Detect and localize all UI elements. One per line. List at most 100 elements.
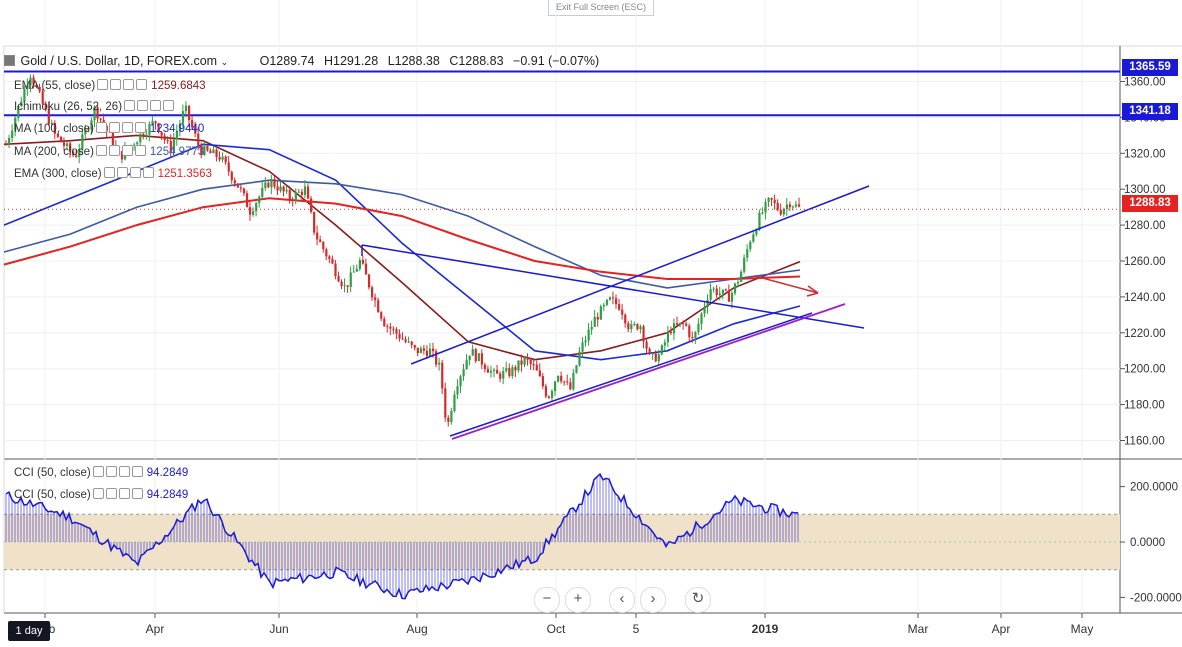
reset-chart-button[interactable]: ↻ (685, 587, 711, 613)
candle-body (666, 331, 670, 343)
candle-body (413, 345, 416, 348)
candle-body (197, 133, 200, 146)
candle-body (441, 362, 444, 389)
scroll-left-button[interactable]: ‹ (609, 587, 635, 613)
top-bar: Exit Full Screen (ESC) (0, 0, 1182, 46)
candle-body (456, 386, 459, 395)
candle-body (560, 375, 563, 382)
symbol-checkbox-icon[interactable] (4, 55, 15, 66)
candle-body (657, 354, 660, 362)
scroll-right-button[interactable]: › (640, 587, 666, 613)
candle-body (602, 304, 605, 307)
candle-body (428, 348, 432, 356)
candle-body (761, 212, 764, 214)
candle-body (468, 355, 471, 361)
candle-body (288, 190, 291, 200)
candle-body (682, 322, 685, 324)
ma-line (3, 179, 801, 289)
candle-body (770, 197, 773, 200)
candle-body (169, 140, 172, 152)
hline-label-1365: 1365.59 (1122, 59, 1178, 76)
candle-body (29, 77, 32, 86)
symbol-title: Gold / U.S. Dollar, 1D, FOREX.com (20, 54, 218, 68)
candle-body (261, 187, 264, 197)
lower-channel-line (449, 312, 813, 437)
time-axis-label: 2019 (752, 622, 779, 636)
grid (3, 0, 1182, 614)
candle-body (255, 203, 258, 212)
candle-body (367, 274, 371, 288)
candle-body (535, 364, 538, 371)
candle-body (544, 386, 548, 397)
time-axis-label: Mar (908, 622, 929, 636)
candle-body (139, 133, 142, 143)
candle-body (663, 342, 666, 346)
candle-body (636, 324, 639, 330)
candle-body (163, 135, 166, 141)
candle-body (483, 364, 487, 370)
candle-body (331, 258, 334, 264)
price-axis-label: 1320.00 (1124, 148, 1166, 160)
timeframe-badge[interactable]: 1 day (8, 621, 50, 641)
candle-body (389, 326, 392, 329)
candle-body (306, 186, 310, 199)
exit-fullscreen-button[interactable]: Exit Full Screen (ESC) (548, 0, 654, 16)
candle-body (233, 180, 236, 184)
candle-body (20, 101, 23, 107)
candle-body (444, 388, 447, 418)
candle-body (624, 314, 627, 324)
time-axis-label: May (1071, 622, 1094, 636)
candle-body (11, 130, 14, 138)
candle-body (355, 268, 358, 272)
candle-body (160, 132, 163, 136)
candle-body (41, 91, 44, 104)
candle-body (721, 289, 724, 294)
candle-body (221, 156, 224, 160)
ma-line (3, 197, 801, 280)
candle-body (72, 151, 75, 156)
candle-body (114, 146, 117, 148)
candle-body (477, 353, 480, 362)
candle-body (554, 381, 557, 392)
candle-body (282, 186, 285, 192)
candle-body (337, 276, 340, 282)
candle-body (782, 208, 785, 215)
candle-body (581, 342, 584, 352)
candle-body (81, 134, 84, 150)
candle-body (733, 283, 737, 294)
candle-body (14, 117, 17, 131)
candle-body (203, 145, 206, 155)
candle-body (377, 300, 380, 313)
candle-body (236, 183, 239, 188)
candle-body (709, 289, 712, 300)
candle-body (587, 329, 590, 341)
candle-body (78, 149, 81, 157)
candle-body (270, 179, 273, 188)
candle-body (615, 298, 618, 305)
zoom-out-button[interactable]: − (534, 587, 560, 613)
candle-body (212, 149, 215, 154)
candle-body (322, 242, 325, 250)
candle-body (328, 256, 331, 259)
candle-body (313, 211, 316, 233)
time-axis-label: Jun (269, 622, 288, 636)
candle-body (38, 87, 41, 92)
candle-body (627, 323, 630, 330)
candle-body (53, 123, 56, 134)
candle-body (425, 350, 429, 356)
candle-body (596, 316, 599, 320)
chevron-down-icon[interactable]: ⌄ (220, 57, 229, 67)
candle-body (724, 289, 727, 291)
candle-body (672, 323, 676, 334)
candle-body (685, 323, 688, 326)
candle-body (474, 349, 477, 362)
candle-body (172, 139, 175, 152)
candle-body (133, 144, 136, 146)
candle-body (157, 123, 160, 133)
zoom-in-button[interactable]: + (565, 587, 591, 613)
candle-body (227, 162, 230, 172)
ohlc-low: L1288.38 (387, 54, 440, 68)
candle-body (191, 120, 194, 128)
candle-body (538, 370, 541, 377)
